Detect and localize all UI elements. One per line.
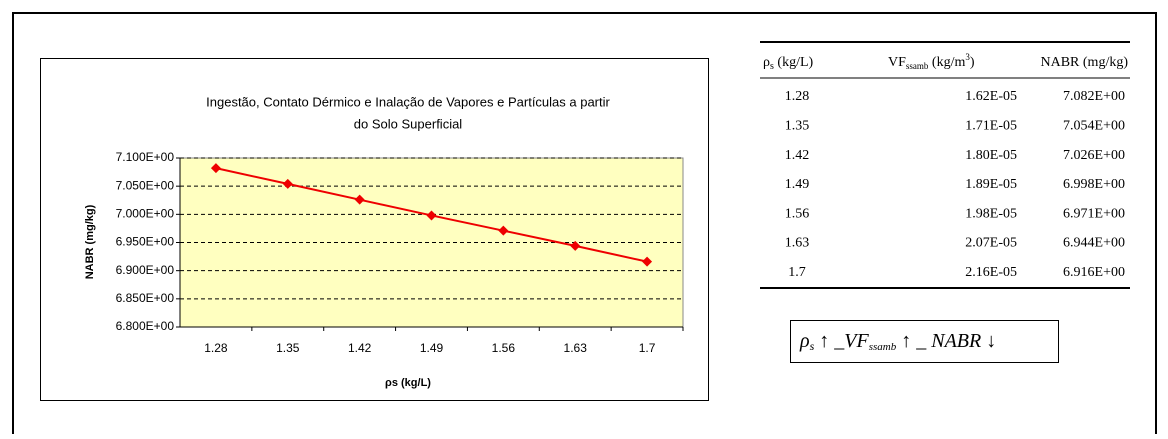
marker: [642, 256, 653, 267]
frame: [12, 12, 1157, 434]
y-tick-label: 6.850E+00: [116, 291, 175, 305]
table-cell: 1.35: [785, 119, 810, 134]
y-tick-label: 6.950E+00: [116, 235, 175, 249]
y-tick-label: 7.000E+00: [116, 207, 175, 221]
table-cell: 6.916E+00: [1063, 265, 1125, 280]
table-cell: 1.28: [785, 89, 810, 104]
marker: [210, 163, 221, 174]
x-axis-label: ρs (kg/L): [385, 377, 431, 389]
chart-title: do Solo Superficial: [354, 116, 463, 131]
table-cell: 6.998E+00: [1063, 177, 1125, 192]
table-header: NABR (mg/kg): [1041, 55, 1129, 70]
table-cell: 7.026E+00: [1063, 148, 1125, 163]
table-cell: 1.98E-05: [965, 206, 1017, 221]
table-cell: 6.971E+00: [1063, 206, 1125, 221]
table-cell: 7.054E+00: [1063, 119, 1125, 134]
table-cell: 1.42: [785, 148, 810, 163]
chart-title: Ingestão, Contato Dérmico e Inalação de …: [206, 94, 610, 109]
x-tick-label: 1.28: [204, 341, 228, 355]
y-tick-label: 7.050E+00: [116, 178, 175, 192]
table-cell: 1.62E-05: [965, 89, 1017, 104]
x-tick-label: 1.56: [492, 341, 516, 355]
table-cell: 1.89E-05: [965, 177, 1017, 192]
x-tick-label: 1.35: [276, 341, 300, 355]
marker: [570, 240, 581, 251]
table-cell: 7.082E+00: [1063, 89, 1125, 104]
marker: [282, 178, 293, 189]
table-cell: 1.80E-05: [965, 148, 1017, 163]
y-tick-label: 6.800E+00: [116, 319, 175, 333]
marker: [426, 210, 437, 221]
table-cell: 1.71E-05: [965, 119, 1017, 134]
y-tick-label: 6.900E+00: [116, 263, 175, 277]
x-tick-label: 1.63: [564, 341, 588, 355]
x-tick-label: 1.42: [348, 341, 372, 355]
table-cell: 1.63: [785, 236, 810, 251]
formula-box: [790, 320, 1059, 363]
table-cell: 1.56: [785, 206, 810, 221]
table-cell: 2.16E-05: [965, 265, 1017, 280]
table-cell: 1.49: [785, 177, 810, 192]
marker: [498, 225, 509, 236]
y-axis-label: NABR (mg/kg): [84, 204, 96, 279]
table-header: VFssamb (kg/m3): [888, 52, 975, 71]
marker: [354, 194, 365, 205]
x-tick-label: 1.7: [639, 341, 656, 355]
formula: ρs ↑ _VFssamb ↑ _ NABR ↓: [799, 330, 996, 353]
table-cell: 2.07E-05: [965, 236, 1017, 251]
x-tick-label: 1.49: [420, 341, 444, 355]
table-header: ρs (kg/L): [763, 55, 814, 72]
table-cell: 1.7: [788, 265, 806, 280]
y-tick-label: 7.100E+00: [116, 150, 175, 164]
table-cell: 6.944E+00: [1063, 236, 1125, 251]
